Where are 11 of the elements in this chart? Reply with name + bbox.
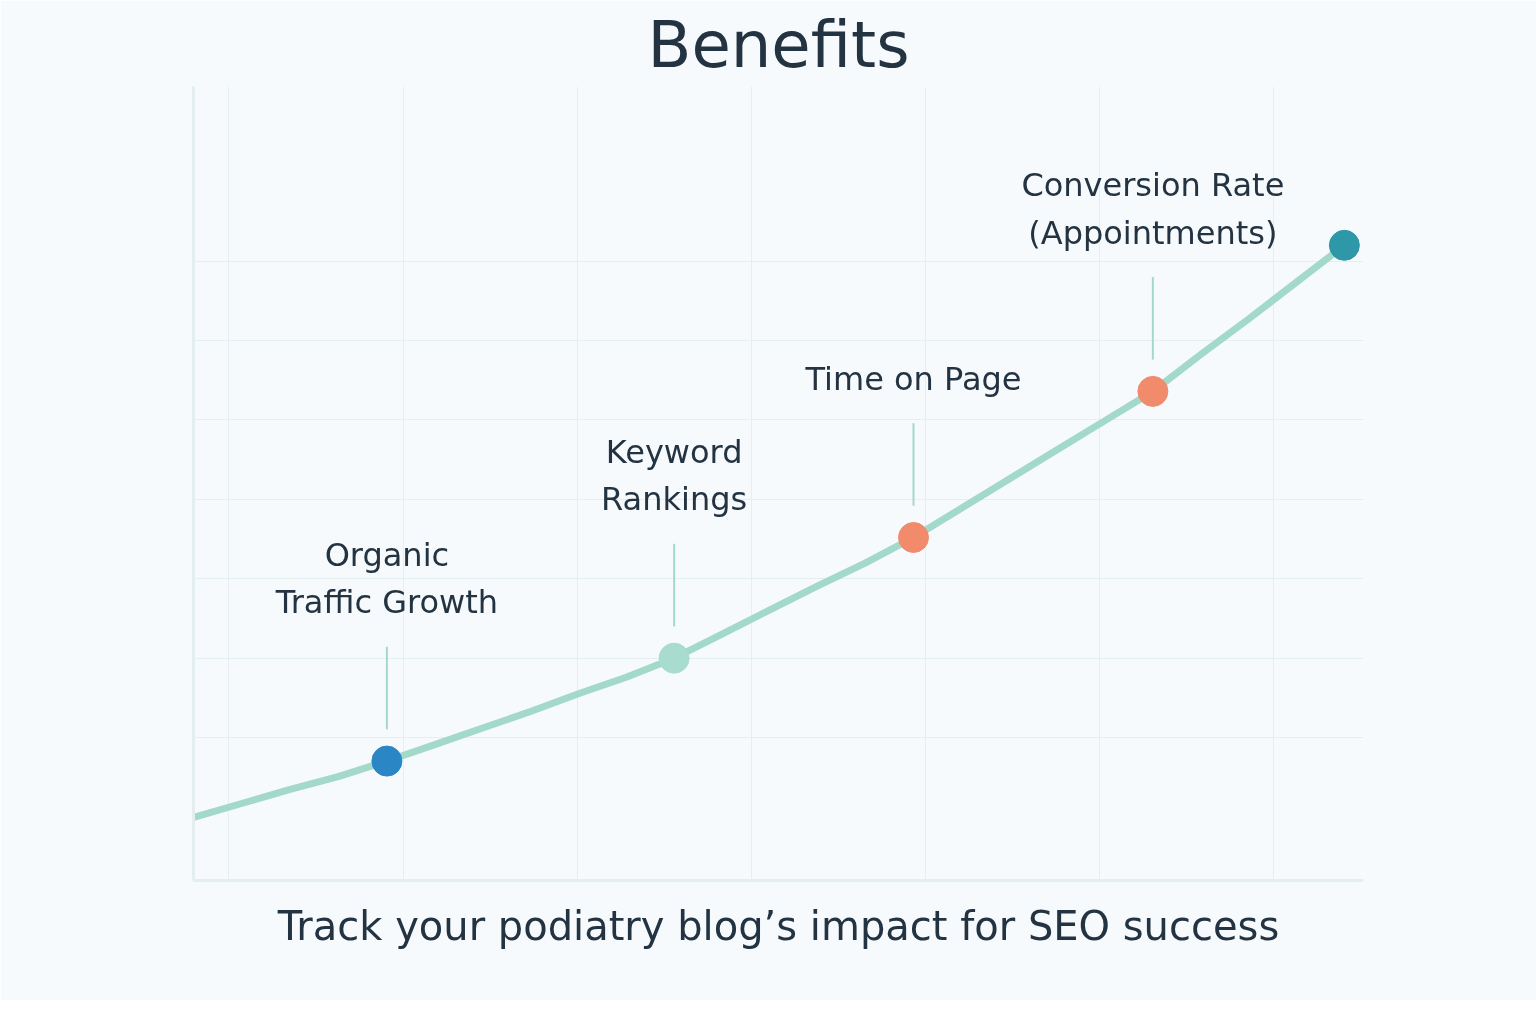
- point: [1137, 375, 1169, 407]
- text: Track your podiatry blog’s impact for SEO success: [276, 902, 1280, 949]
- point: [898, 522, 929, 553]
- point: [1328, 229, 1360, 261]
- annotation: Organic Traffic Growth: [274, 535, 498, 622]
- annotation: Keyword Rankings: [601, 432, 748, 519]
- annotation: Conversion Rate (Appointments): [1021, 166, 1285, 252]
- annotation: Time on Page: [804, 359, 1022, 398]
- chart-title: Benefits: [647, 7, 910, 82]
- point: [371, 745, 403, 777]
- point: [658, 642, 690, 674]
